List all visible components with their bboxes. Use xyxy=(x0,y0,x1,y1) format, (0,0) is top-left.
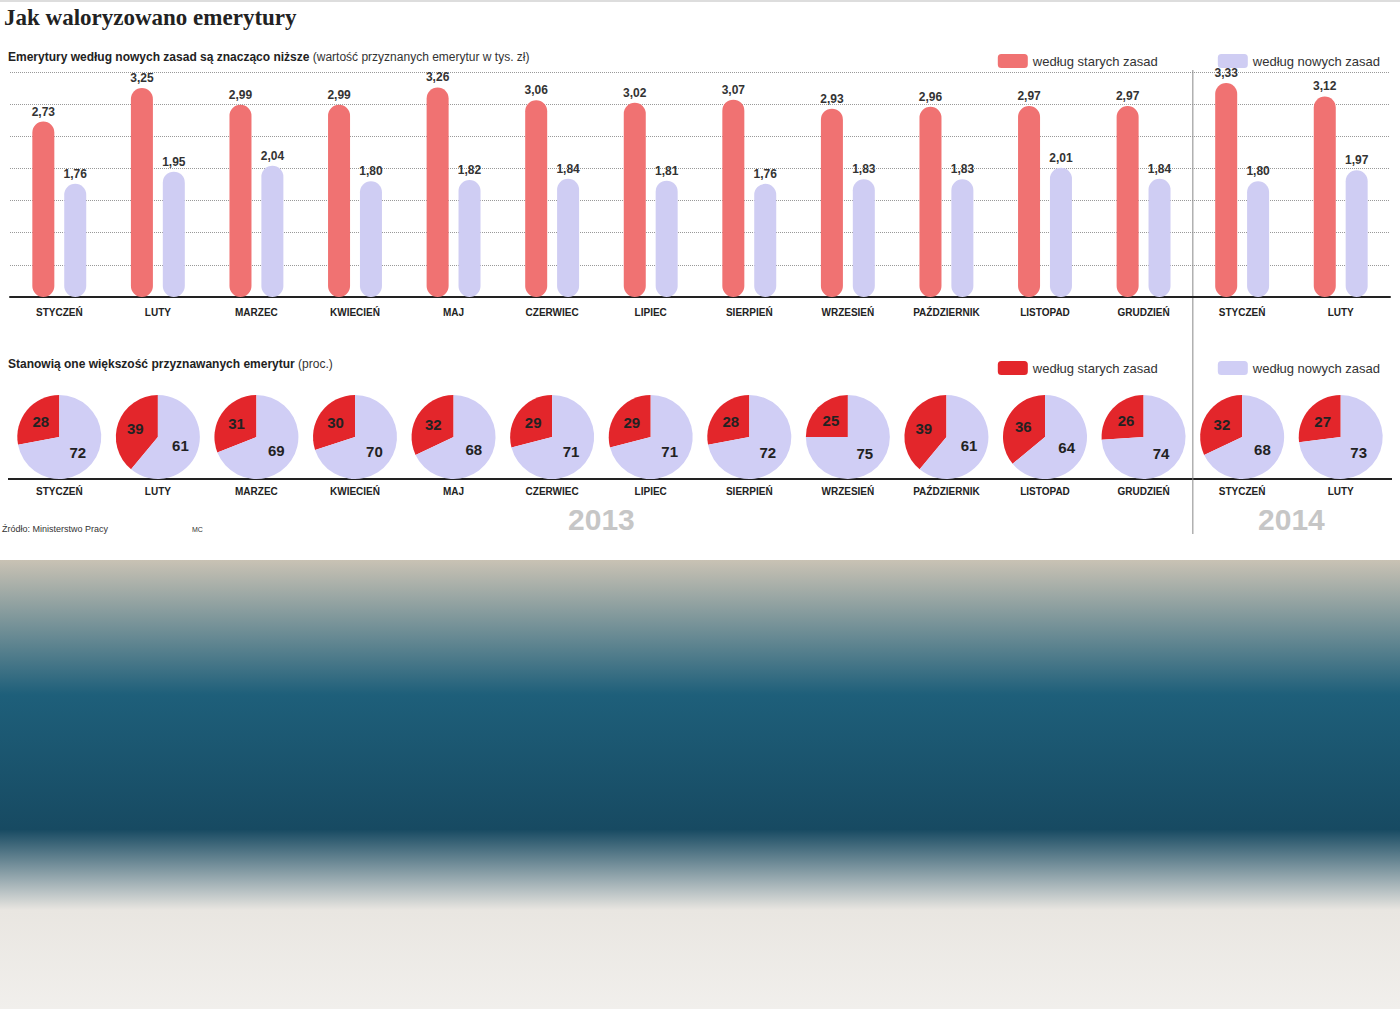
svg-text:STYCZEŃ: STYCZEŃ xyxy=(1219,306,1266,318)
svg-text:1,84: 1,84 xyxy=(1148,162,1172,176)
svg-text:według starych zasad: według starych zasad xyxy=(1032,54,1158,69)
svg-text:27: 27 xyxy=(1314,413,1331,430)
svg-text:WRZESIEŃ: WRZESIEŃ xyxy=(821,485,874,497)
svg-text:3,02: 3,02 xyxy=(623,86,647,100)
svg-text:LUTY: LUTY xyxy=(1328,307,1354,318)
svg-text:68: 68 xyxy=(465,441,482,458)
svg-text:SIERPIEŃ: SIERPIEŃ xyxy=(726,306,773,318)
svg-text:32: 32 xyxy=(425,416,442,433)
svg-text:według starych zasad: według starych zasad xyxy=(1032,361,1158,376)
svg-text:GRUDZIEŃ: GRUDZIEŃ xyxy=(1117,485,1169,497)
svg-text:74: 74 xyxy=(1153,445,1170,462)
svg-text:MAJ: MAJ xyxy=(443,486,464,497)
svg-text:29: 29 xyxy=(525,414,542,431)
svg-text:CZERWIEC: CZERWIEC xyxy=(526,307,579,318)
svg-text:2,96: 2,96 xyxy=(919,90,943,104)
svg-text:2,99: 2,99 xyxy=(229,88,253,102)
svg-text:według nowych zasad: według nowych zasad xyxy=(1252,361,1380,376)
svg-text:KWIECIEŃ: KWIECIEŃ xyxy=(330,485,380,497)
svg-text:PAŹDZIERNIK: PAŹDZIERNIK xyxy=(913,306,980,318)
svg-text:MC: MC xyxy=(192,526,203,533)
svg-text:3,12: 3,12 xyxy=(1313,79,1337,93)
svg-text:PAŹDZIERNIK: PAŹDZIERNIK xyxy=(913,485,980,497)
svg-text:STYCZEŃ: STYCZEŃ xyxy=(1219,485,1266,497)
svg-text:LUTY: LUTY xyxy=(145,307,171,318)
svg-text:LUTY: LUTY xyxy=(145,486,171,497)
svg-text:LISTOPAD: LISTOPAD xyxy=(1020,307,1070,318)
svg-text:(wartość przyznanych emerytur: (wartość przyznanych emerytur w tys. zł) xyxy=(313,50,530,64)
svg-text:2013: 2013 xyxy=(568,503,635,536)
svg-text:69: 69 xyxy=(268,442,285,459)
svg-text:LIPIEC: LIPIEC xyxy=(635,486,667,497)
svg-text:Stanowią one większość przyzna: Stanowią one większość przyznawanych eme… xyxy=(8,357,295,371)
svg-text:MAJ: MAJ xyxy=(443,307,464,318)
svg-text:MARZEC: MARZEC xyxy=(235,486,278,497)
svg-text:70: 70 xyxy=(366,443,383,460)
svg-text:39: 39 xyxy=(127,420,144,437)
svg-text:według nowych zasad: według nowych zasad xyxy=(1252,54,1380,69)
svg-text:28: 28 xyxy=(32,413,49,430)
svg-text:LUTY: LUTY xyxy=(1328,486,1354,497)
svg-text:2014: 2014 xyxy=(1258,503,1325,536)
svg-text:64: 64 xyxy=(1058,439,1075,456)
svg-text:Emerytury według nowych zasad: Emerytury według nowych zasad są znacząc… xyxy=(8,50,310,64)
svg-text:MARZEC: MARZEC xyxy=(235,307,278,318)
svg-text:2,99: 2,99 xyxy=(327,88,351,102)
svg-text:36: 36 xyxy=(1015,418,1032,435)
svg-text:3,33: 3,33 xyxy=(1215,66,1239,80)
svg-text:2,04: 2,04 xyxy=(261,149,285,163)
svg-text:72: 72 xyxy=(69,444,86,461)
svg-text:2,01: 2,01 xyxy=(1049,151,1073,165)
svg-text:72: 72 xyxy=(759,444,776,461)
svg-text:1,82: 1,82 xyxy=(458,163,482,177)
svg-text:1,84: 1,84 xyxy=(556,162,580,176)
svg-text:Źródło: Ministerstwo Pracy: Źródło: Ministerstwo Pracy xyxy=(2,524,109,534)
svg-text:WRZESIEŃ: WRZESIEŃ xyxy=(821,306,874,318)
svg-text:31: 31 xyxy=(228,415,245,432)
svg-text:29: 29 xyxy=(623,414,640,431)
svg-text:61: 61 xyxy=(961,437,978,454)
svg-text:1,83: 1,83 xyxy=(951,162,975,176)
svg-text:25: 25 xyxy=(823,412,840,429)
svg-text:LIPIEC: LIPIEC xyxy=(635,307,667,318)
svg-text:3,06: 3,06 xyxy=(525,83,549,97)
svg-text:LISTOPAD: LISTOPAD xyxy=(1020,486,1070,497)
svg-text:71: 71 xyxy=(661,443,678,460)
svg-text:Jak waloryzowano emerytury: Jak waloryzowano emerytury xyxy=(4,5,297,30)
svg-text:1,81: 1,81 xyxy=(655,164,679,178)
svg-text:2,93: 2,93 xyxy=(820,92,844,106)
svg-text:(proc.): (proc.) xyxy=(298,357,333,371)
svg-text:3,07: 3,07 xyxy=(722,83,746,97)
svg-text:STYCZEŃ: STYCZEŃ xyxy=(36,306,83,318)
svg-text:GRUDZIEŃ: GRUDZIEŃ xyxy=(1117,306,1169,318)
svg-text:75: 75 xyxy=(856,445,873,462)
svg-text:STYCZEŃ: STYCZEŃ xyxy=(36,485,83,497)
svg-text:2,97: 2,97 xyxy=(1017,89,1041,103)
svg-text:39: 39 xyxy=(916,420,933,437)
svg-text:1,76: 1,76 xyxy=(754,167,778,181)
svg-text:61: 61 xyxy=(172,437,189,454)
svg-text:1,83: 1,83 xyxy=(852,162,876,176)
svg-text:32: 32 xyxy=(1214,416,1231,433)
svg-text:SIERPIEŃ: SIERPIEŃ xyxy=(726,485,773,497)
svg-text:KWIECIEŃ: KWIECIEŃ xyxy=(330,306,380,318)
svg-text:1,80: 1,80 xyxy=(1246,164,1270,178)
svg-text:1,76: 1,76 xyxy=(64,167,88,181)
svg-text:3,25: 3,25 xyxy=(130,71,154,85)
svg-text:CZERWIEC: CZERWIEC xyxy=(526,486,579,497)
svg-text:2,97: 2,97 xyxy=(1116,89,1140,103)
svg-text:68: 68 xyxy=(1254,441,1271,458)
svg-text:28: 28 xyxy=(722,413,739,430)
svg-text:1,80: 1,80 xyxy=(359,164,383,178)
svg-text:71: 71 xyxy=(563,443,580,460)
svg-text:1,97: 1,97 xyxy=(1345,153,1369,167)
svg-text:73: 73 xyxy=(1350,444,1367,461)
svg-text:3,26: 3,26 xyxy=(426,70,450,84)
svg-text:30: 30 xyxy=(327,414,344,431)
svg-text:2,73: 2,73 xyxy=(32,105,56,119)
svg-text:1,95: 1,95 xyxy=(162,155,186,169)
svg-text:26: 26 xyxy=(1118,412,1135,429)
